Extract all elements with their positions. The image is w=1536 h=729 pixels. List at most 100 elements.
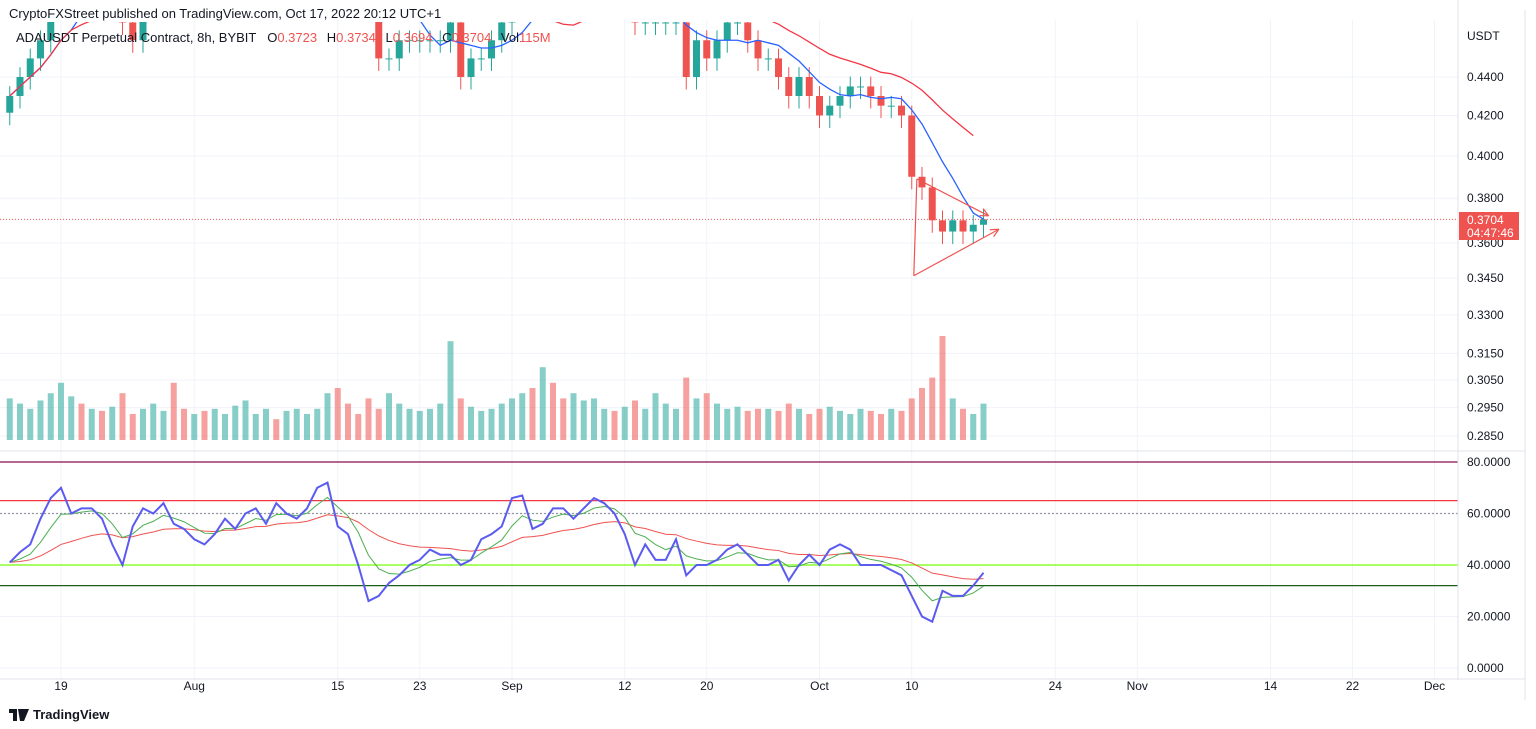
candle-body (6, 96, 14, 113)
price-tick: 0.4000 (1467, 149, 1504, 163)
candle-body (775, 58, 782, 77)
rsi-tick: 40.0000 (1467, 558, 1511, 572)
volume-bar (140, 408, 146, 440)
volume-bar (898, 410, 905, 440)
volume-bar (304, 414, 310, 440)
candle-body (47, 22, 55, 41)
volume-bar (509, 398, 515, 440)
candle-body (488, 40, 495, 59)
volume-bar (734, 406, 741, 440)
candle-body (498, 22, 506, 41)
high-value: 0.3734 (336, 30, 376, 45)
volume-bar (744, 410, 751, 440)
currency-label: USDT (1467, 29, 1500, 43)
close-label: C (442, 30, 452, 45)
volume-bar (621, 406, 628, 440)
arrowhead (993, 228, 1000, 237)
volume-bar (488, 408, 495, 440)
volume-bar (847, 414, 854, 440)
rsi-tick: 60.0000 (1467, 507, 1511, 521)
volume-bar (601, 408, 608, 440)
symbol-legend: ADAUSDT Perpetual Contract, 8h, BYBIT O 0… (16, 30, 557, 45)
volume-bar (857, 408, 864, 440)
volume-bar (703, 393, 710, 440)
price-tick: 0.4200 (1467, 108, 1504, 122)
volume-bar (109, 406, 116, 440)
tradingview-logo[interactable]: TradingView (9, 707, 109, 722)
volume-bar (908, 398, 915, 440)
volume-bar (498, 403, 505, 440)
trendline (916, 178, 989, 217)
volume-bar (201, 410, 208, 440)
candle-body (519, 0, 526, 5)
time-tick: 23 (413, 679, 427, 693)
candle-body (119, 22, 126, 23)
candle-body (99, 0, 106, 5)
volume-bar (324, 393, 331, 440)
volume-bar (796, 408, 802, 440)
open-label: O (267, 30, 278, 45)
volume-bar (427, 408, 433, 440)
volume-bar (888, 408, 895, 440)
candle-body (631, 22, 639, 23)
volume-bar (529, 388, 536, 440)
candle-body (908, 115, 916, 177)
candle-body (139, 22, 147, 41)
candle-body (877, 96, 885, 106)
volume-bar (519, 393, 526, 440)
volume-bar (970, 414, 977, 440)
volume-bar (273, 419, 280, 440)
volume-bar (68, 396, 75, 440)
volume-bar (345, 403, 351, 440)
candle-body (703, 40, 711, 59)
volume-bar (632, 400, 638, 440)
candle-body (826, 105, 834, 116)
volume-bar (560, 398, 567, 440)
price-tick: 0.3300 (1467, 308, 1504, 322)
candles (6, 0, 987, 245)
time-tick: 14 (1264, 679, 1278, 693)
time-tick: Oct (810, 679, 829, 693)
candle-body (754, 40, 762, 59)
candle-body (846, 86, 854, 97)
volume-bar (406, 408, 413, 440)
candle-body (928, 187, 936, 221)
candle-body (641, 22, 649, 24)
time-tick: 19 (54, 679, 68, 693)
volume-label: Vol (500, 30, 519, 45)
volume-bar (673, 408, 679, 440)
candle-body (416, 40, 424, 42)
rsi-line (9, 481, 985, 624)
price-tick: 0.3800 (1467, 191, 1504, 205)
time-tick: Nov (1127, 679, 1148, 693)
symbol-name[interactable]: ADAUSDT Perpetual Contract, 8h, BYBIT (16, 30, 257, 45)
volume-value: 115M (519, 30, 551, 45)
arrowhead (982, 208, 990, 217)
low-value: 0.3694 (392, 30, 433, 45)
axes: 0.44000.42000.40000.38000.36000.34500.33… (54, 70, 1510, 693)
candle-body (723, 22, 731, 41)
volume-bar (468, 406, 474, 440)
volume-bar (334, 388, 341, 440)
volume-bar (683, 377, 690, 440)
volume-bar (570, 393, 577, 440)
volume-bar (775, 410, 782, 440)
tradingview-logo-icon (9, 708, 29, 721)
volume-bar (457, 398, 464, 440)
candle-body (959, 220, 967, 232)
volume-bar (960, 408, 966, 440)
volume-bar (806, 414, 813, 440)
volume-bar (550, 382, 556, 440)
volume-bar (919, 388, 925, 440)
volume-bar (211, 408, 218, 440)
price-tick: 0.3150 (1467, 346, 1504, 360)
price-tick: 0.3450 (1467, 271, 1504, 285)
price-tick: 0.2950 (1467, 401, 1504, 415)
candle-body (58, 0, 65, 5)
candle-body (406, 40, 413, 42)
candle-body (570, 0, 577, 5)
volume-bar (980, 403, 987, 440)
time-tick: 10 (905, 679, 919, 693)
volume-bar (6, 398, 13, 440)
